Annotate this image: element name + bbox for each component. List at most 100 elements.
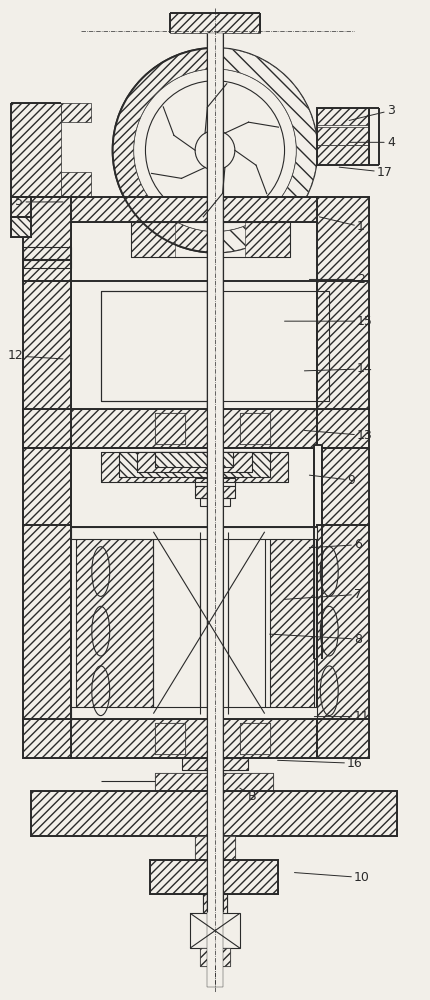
Bar <box>71 197 317 222</box>
Bar <box>240 723 270 754</box>
Bar <box>195 758 235 770</box>
Bar <box>11 197 31 217</box>
Bar <box>154 532 265 714</box>
Bar <box>119 452 270 477</box>
Bar <box>76 532 154 714</box>
Polygon shape <box>113 48 215 253</box>
Bar <box>23 525 71 721</box>
Bar <box>150 860 278 894</box>
Bar <box>317 719 369 758</box>
Text: B: B <box>240 788 256 803</box>
Bar <box>317 281 369 411</box>
Bar <box>119 452 270 477</box>
Text: 2: 2 <box>310 273 365 286</box>
Text: 4: 4 <box>349 136 395 149</box>
Bar <box>101 452 288 482</box>
Bar <box>317 525 369 721</box>
Bar <box>11 217 31 237</box>
Bar <box>155 413 185 444</box>
Bar <box>31 791 397 836</box>
Bar <box>203 894 227 914</box>
Bar <box>317 409 369 448</box>
Bar <box>207 83 223 212</box>
Bar <box>182 758 248 770</box>
Text: 13: 13 <box>304 429 373 442</box>
Bar <box>317 448 369 528</box>
Bar <box>61 172 91 197</box>
Bar <box>71 409 317 448</box>
Bar <box>317 197 369 281</box>
Bar <box>200 948 230 966</box>
Bar <box>207 197 223 281</box>
Bar <box>11 103 61 197</box>
Bar <box>76 532 154 714</box>
Bar <box>195 486 235 498</box>
Bar <box>314 445 322 659</box>
Bar <box>170 13 260 33</box>
Bar <box>155 773 273 791</box>
Text: 8: 8 <box>270 633 362 646</box>
Bar <box>23 448 71 528</box>
Bar <box>61 103 91 122</box>
Bar <box>71 719 317 758</box>
Text: 16: 16 <box>278 757 363 770</box>
Text: 12: 12 <box>7 349 63 362</box>
Bar <box>101 452 288 482</box>
Bar <box>71 527 317 719</box>
Bar <box>200 532 228 714</box>
Bar <box>23 260 71 268</box>
Text: 6: 6 <box>310 538 362 551</box>
Bar <box>71 448 317 528</box>
Bar <box>23 197 71 281</box>
Bar <box>190 913 240 948</box>
Polygon shape <box>215 48 317 253</box>
Bar <box>155 452 233 467</box>
Bar <box>71 281 317 411</box>
Bar <box>23 281 71 411</box>
Bar <box>11 217 31 237</box>
Bar <box>245 222 289 257</box>
Bar <box>71 707 317 719</box>
Bar <box>23 197 71 281</box>
Bar <box>240 723 270 754</box>
Bar <box>200 948 230 966</box>
Bar <box>23 719 71 758</box>
Bar <box>136 452 252 472</box>
Bar <box>23 281 71 411</box>
Text: 9: 9 <box>310 474 355 487</box>
Bar <box>195 478 235 486</box>
Bar <box>23 525 71 721</box>
Bar <box>71 197 317 222</box>
Bar <box>71 527 317 539</box>
Bar <box>155 413 185 444</box>
Bar <box>200 498 230 506</box>
Bar <box>207 33 223 987</box>
Bar <box>23 448 71 528</box>
Bar <box>23 247 71 259</box>
Text: 5: 5 <box>15 195 63 208</box>
Bar <box>155 452 233 467</box>
Bar <box>270 532 314 714</box>
Bar <box>23 409 71 448</box>
Bar <box>195 836 235 861</box>
Bar <box>207 83 223 212</box>
Bar <box>101 291 329 401</box>
Bar <box>317 409 369 448</box>
Bar <box>203 894 227 914</box>
Bar <box>195 836 235 861</box>
Bar <box>150 860 278 894</box>
Text: 14: 14 <box>304 362 373 375</box>
Text: 17: 17 <box>339 166 393 179</box>
Bar <box>317 197 369 281</box>
Bar <box>207 281 223 411</box>
Bar <box>317 719 369 758</box>
Bar <box>182 758 248 770</box>
Bar <box>23 719 71 758</box>
Bar <box>11 197 31 217</box>
Bar <box>101 291 220 401</box>
Bar <box>270 532 314 714</box>
Text: 7: 7 <box>285 588 362 601</box>
Bar <box>203 894 227 914</box>
Bar <box>131 222 175 257</box>
Bar <box>131 222 289 257</box>
